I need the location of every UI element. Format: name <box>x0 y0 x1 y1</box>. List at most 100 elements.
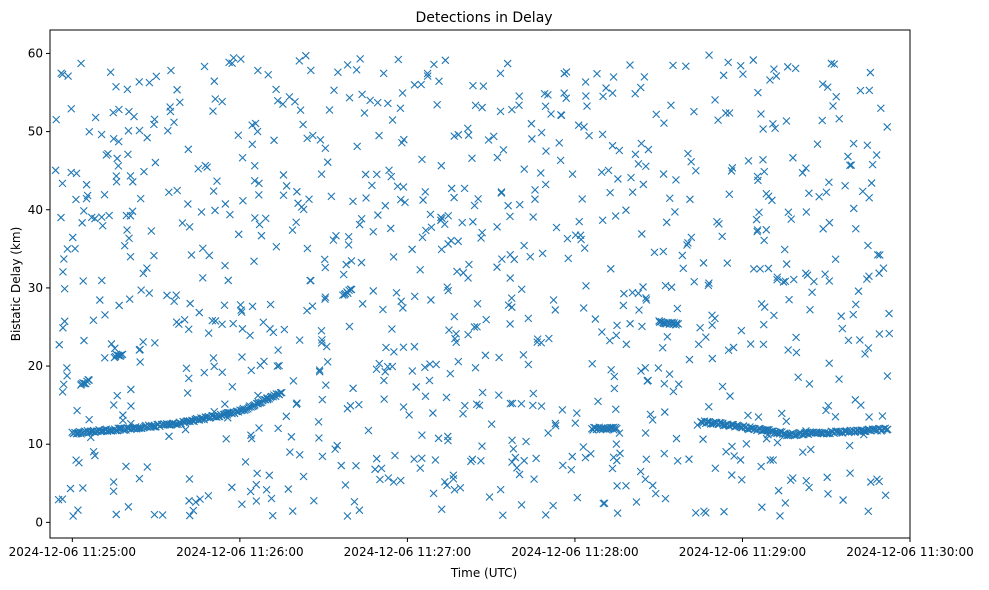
y-tick-label: 40 <box>28 203 43 217</box>
detection-point <box>476 456 485 465</box>
detection-point <box>184 374 193 383</box>
detection-point <box>368 181 376 190</box>
detection-point <box>59 380 68 389</box>
detection-point <box>764 192 773 201</box>
detection-point <box>89 316 98 325</box>
detection-point <box>865 86 874 95</box>
detection-point <box>222 435 231 443</box>
detection-point <box>669 387 678 396</box>
detection-point <box>221 200 230 208</box>
detection-point <box>284 485 293 493</box>
detection-point <box>798 168 807 177</box>
detection-point <box>568 170 577 179</box>
detection-point <box>218 368 227 377</box>
detection-point <box>316 135 325 144</box>
detection-point <box>66 484 75 493</box>
detection-point <box>303 244 312 253</box>
detection-point <box>459 409 467 418</box>
detection-point <box>109 478 118 486</box>
detection-point <box>846 469 854 477</box>
detection-point <box>802 164 810 172</box>
detection-point <box>236 55 245 64</box>
detection-point <box>773 438 782 447</box>
detection-point <box>227 483 236 492</box>
detection-point <box>627 173 635 182</box>
detection-point <box>224 276 233 285</box>
detection-point <box>308 302 317 311</box>
detection-point <box>660 449 669 458</box>
detection-point <box>464 330 473 339</box>
detection-point <box>437 245 446 254</box>
detection-point <box>337 461 346 470</box>
detection-point <box>604 166 613 175</box>
detection-point <box>517 399 526 408</box>
detection-point <box>453 267 461 276</box>
detection-point <box>508 458 516 467</box>
detection-point <box>264 70 273 79</box>
detection-point <box>608 89 617 97</box>
detection-point <box>355 220 364 229</box>
detection-point <box>474 194 483 203</box>
detection-point <box>825 178 833 187</box>
detection-point <box>173 85 181 94</box>
detection-point <box>360 109 369 117</box>
detection-point <box>564 254 573 263</box>
detection-point <box>495 353 503 362</box>
detection-point <box>112 172 121 180</box>
detection-point <box>175 98 184 107</box>
detection-point <box>637 367 645 375</box>
plot-frame <box>49 29 911 539</box>
detection-point <box>58 179 67 188</box>
detection-point <box>754 413 763 421</box>
detection-point <box>98 221 107 230</box>
detection-point <box>256 361 265 370</box>
detection-point <box>873 250 882 259</box>
detection-point <box>257 231 266 240</box>
detection-point <box>515 200 524 209</box>
detection-point <box>229 319 238 328</box>
detection-point <box>615 429 624 438</box>
detection-point <box>808 288 816 297</box>
detection-point <box>847 161 856 169</box>
detection-point <box>220 301 229 310</box>
detection-point <box>273 362 282 370</box>
detection-point <box>863 141 872 150</box>
x-tick-label: 2024-12-06 11:30:00 <box>846 545 973 559</box>
detection-point <box>660 119 668 128</box>
detection-point <box>128 177 137 186</box>
detection-point <box>872 151 881 159</box>
detection-point <box>109 134 118 143</box>
detection-point <box>752 215 761 224</box>
detection-point <box>124 150 132 159</box>
detection-point <box>459 268 468 277</box>
detection-point <box>417 454 426 463</box>
detection-point <box>851 224 860 233</box>
detection-point <box>410 80 419 89</box>
detection-point <box>465 260 473 269</box>
detection-point <box>835 114 844 123</box>
detection-point <box>639 180 648 189</box>
detection-point <box>573 493 582 502</box>
detection-point <box>777 409 786 418</box>
detection-point <box>213 177 221 186</box>
detection-point <box>321 144 330 153</box>
detection-point <box>60 284 69 293</box>
detection-point <box>274 346 283 355</box>
detection-point <box>278 100 287 109</box>
detection-point <box>867 179 876 187</box>
detection-point <box>760 303 769 312</box>
detection-point <box>449 471 458 480</box>
y-tick-label: 50 <box>28 125 43 139</box>
detection-point <box>526 252 535 261</box>
detection-point <box>825 359 834 368</box>
detection-point <box>541 102 550 111</box>
detection-point <box>805 483 813 492</box>
detection-point <box>506 320 514 328</box>
detection-point <box>599 499 608 508</box>
detection-point <box>638 322 646 331</box>
detection-point <box>616 449 624 458</box>
detection-point <box>864 507 873 516</box>
detection-point <box>696 323 704 332</box>
detection-point <box>551 421 560 430</box>
detection-point <box>883 372 892 380</box>
